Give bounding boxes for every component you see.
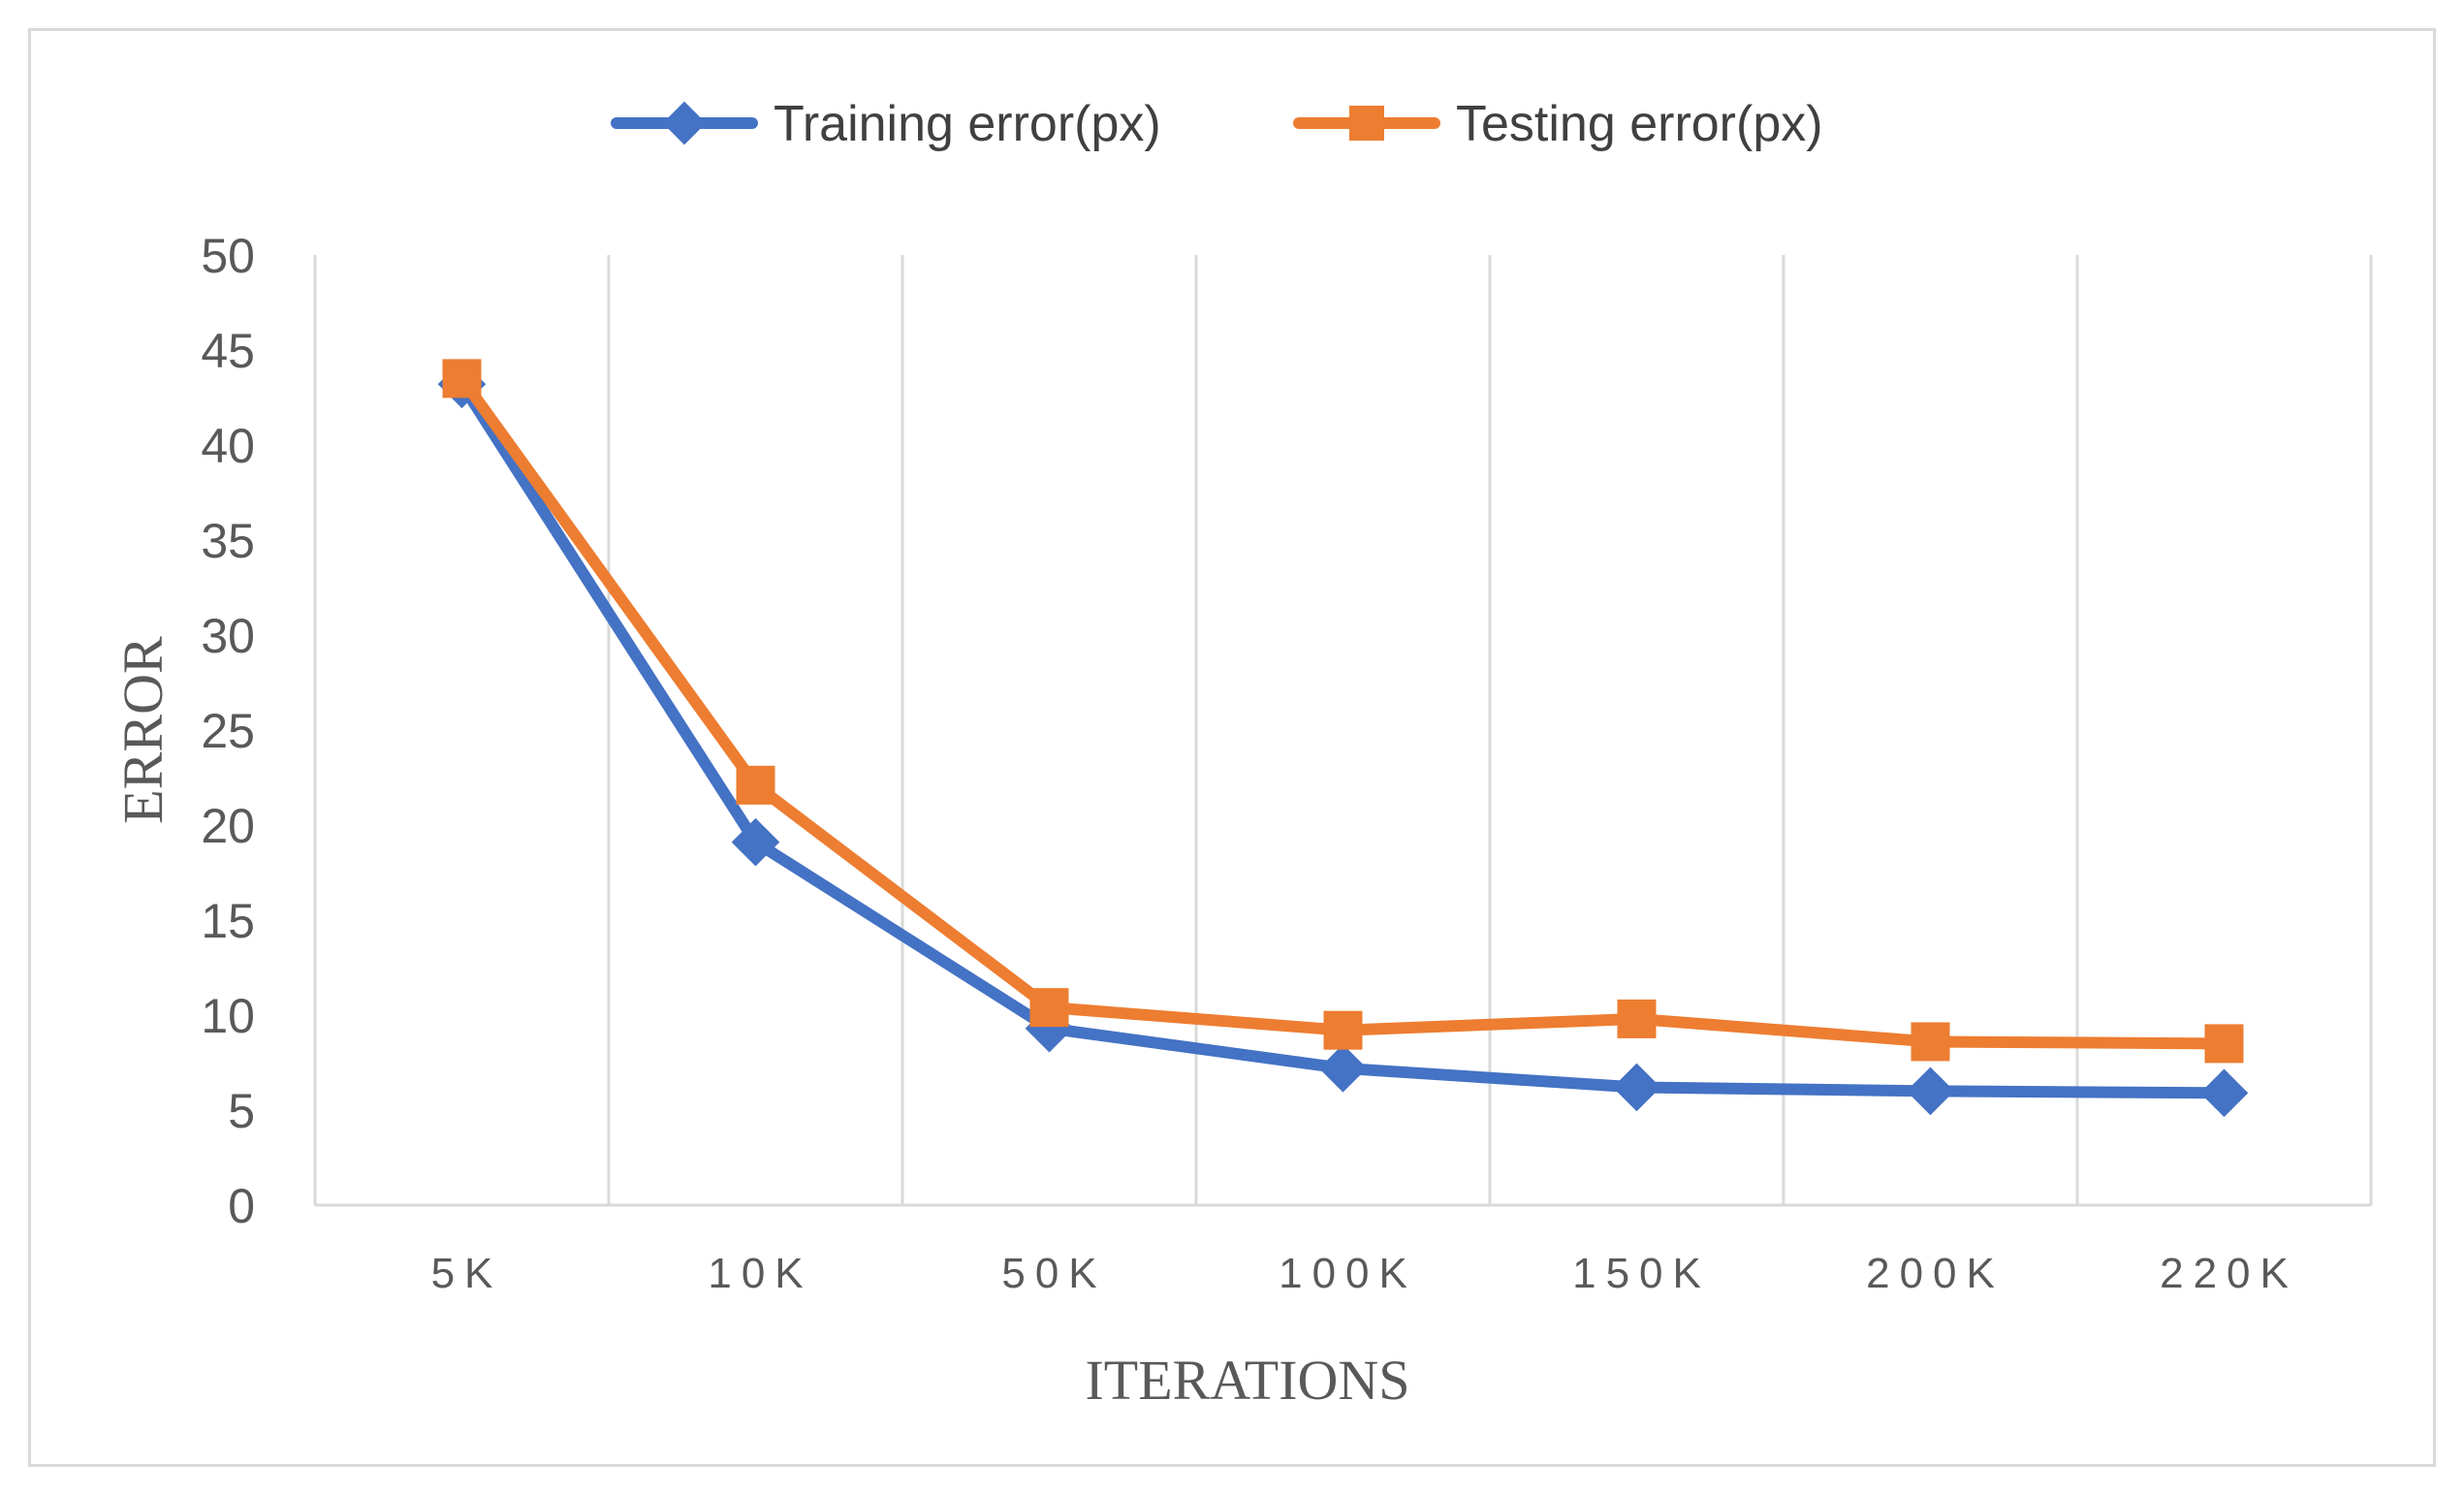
data-point — [1318, 1044, 1368, 1093]
chart-frame — [28, 28, 2436, 1467]
legend: Training error(px) Testing error(px) — [611, 96, 1823, 152]
y-tick-label: 50 — [201, 229, 255, 283]
legend-item: Testing error(px) — [1293, 96, 1823, 152]
data-point — [1612, 1063, 1661, 1112]
y-tick-label: 35 — [201, 514, 255, 568]
y-tick-label: 30 — [201, 609, 255, 663]
y-tick-label: 45 — [201, 324, 255, 378]
y-tick-labels: 0 5 10 15 20 25 30 35 40 45 50 — [201, 229, 255, 1233]
legend-item: Training error(px) — [611, 96, 1161, 152]
data-point — [1617, 999, 1657, 1038]
legend-label: Testing error(px) — [1456, 96, 1823, 152]
data-point — [736, 765, 775, 805]
legend-marker — [1349, 106, 1384, 141]
series-line — [456, 372, 2230, 1050]
x-tick-label: 50K — [1001, 1250, 1106, 1297]
x-tick-label: 100K — [1279, 1250, 1417, 1297]
x-tick-label: 200K — [1866, 1250, 2005, 1297]
x-axis-title: ITERATIONS — [1085, 1349, 1409, 1412]
data-point — [1906, 1066, 1955, 1116]
x-tick-label: 220K — [2160, 1250, 2298, 1297]
data-point — [442, 359, 482, 398]
x-tick-label: 5K — [431, 1250, 503, 1297]
y-tick-label: 10 — [201, 989, 255, 1043]
data-point — [2199, 1068, 2249, 1118]
y-tick-label: 0 — [228, 1179, 255, 1233]
x-tick-label: 150K — [1572, 1250, 1711, 1297]
data-point — [731, 817, 780, 867]
y-tick-label: 40 — [201, 419, 255, 473]
legend-marker — [662, 101, 707, 145]
legend-label: Training error(px) — [774, 96, 1161, 152]
y-tick-label: 15 — [201, 894, 255, 948]
y-tick-label: 25 — [201, 704, 255, 758]
series-layer — [437, 359, 2249, 1118]
x-tick-label: 10K — [708, 1250, 812, 1297]
data-point — [1911, 1022, 1950, 1062]
y-tick-label: 20 — [201, 799, 255, 853]
data-point — [2204, 1024, 2244, 1064]
data-point — [1029, 988, 1069, 1028]
data-point — [1323, 1010, 1363, 1050]
series-testing-error — [442, 359, 2244, 1064]
x-tick-labels: 5K 10K 50K 100K 150K 200K 220K — [431, 1250, 2298, 1297]
series-training-error — [437, 360, 2249, 1118]
y-axis-title: ERROR — [111, 636, 174, 824]
y-tick-label: 5 — [228, 1084, 255, 1138]
